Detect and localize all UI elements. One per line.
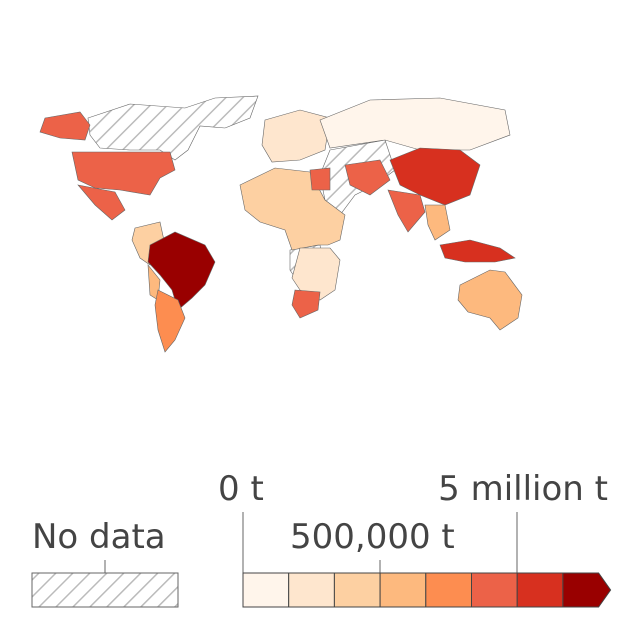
- color-bin: [425, 572, 472, 608]
- scale-label: 5 million t: [438, 469, 608, 509]
- country-no-data: [87, 95, 259, 161]
- color-bin: [379, 572, 427, 608]
- country: [319, 97, 511, 151]
- country: [261, 109, 331, 163]
- scale-label: 0 t: [218, 469, 264, 509]
- color-bin: [333, 572, 381, 608]
- color-bin: [288, 572, 335, 608]
- color-bin: [516, 572, 564, 608]
- country: [457, 269, 523, 331]
- country: [291, 247, 341, 301]
- country: [309, 167, 331, 191]
- country: [147, 231, 216, 311]
- country: [39, 111, 91, 141]
- country: [77, 184, 126, 221]
- country: [424, 204, 451, 241]
- map: [39, 95, 523, 353]
- no-data-swatch: [31, 572, 179, 608]
- color-bin: [242, 572, 290, 608]
- scale-label: 500,000 t: [290, 517, 455, 557]
- country: [387, 189, 426, 233]
- color-bin: [562, 572, 612, 608]
- no-data-label: No data: [32, 517, 166, 557]
- country: [439, 239, 516, 263]
- country: [389, 147, 481, 206]
- color-bin: [471, 572, 518, 608]
- country: [291, 289, 321, 319]
- color-scale: [242, 572, 612, 608]
- country: [71, 151, 176, 196]
- country: [154, 289, 186, 353]
- country: [344, 159, 391, 196]
